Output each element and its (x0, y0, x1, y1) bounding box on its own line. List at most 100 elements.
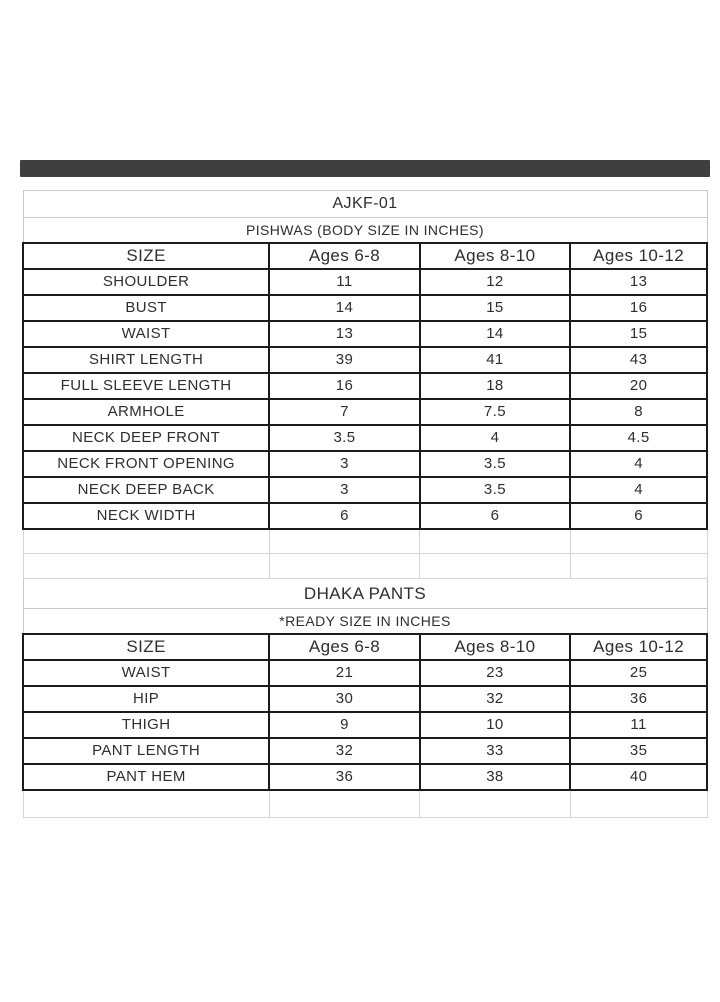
measure-label-cell: NECK DEEP BACK (21, 475, 271, 504)
measure-value-cell: 7.5 (418, 397, 572, 426)
spacer-cell (22, 528, 270, 554)
measure-label-cell: THIGH (21, 710, 271, 739)
bottom-gap (22, 789, 708, 818)
measure-value-cell: 21 (268, 658, 421, 687)
measure-label-cell: HIP (21, 684, 271, 713)
measure-value-cell: 18 (418, 371, 572, 400)
pishwas-subtitle: PISHWAS (BODY SIZE IN INCHES) (22, 217, 708, 243)
table-row: ARMHOLE 7 7.5 8 (21, 397, 708, 426)
spacer-row (22, 789, 708, 818)
spacer-cell (22, 789, 270, 818)
measure-value-cell: 8 (569, 397, 708, 426)
measure-value-cell: 36 (569, 684, 708, 713)
table-row: WAIST 13 14 15 (21, 319, 708, 348)
spacer-cell (22, 553, 270, 579)
measure-value-cell: 41 (418, 345, 572, 374)
measure-label-cell: SHIRT LENGTH (21, 345, 271, 374)
measure-value-cell: 13 (268, 319, 421, 348)
measure-value-cell: 25 (569, 658, 708, 687)
top-divider-bar (20, 160, 710, 177)
measure-label-cell: PANT LENGTH (21, 736, 271, 765)
column-header-ages-8-10: Ages 8-10 (418, 241, 572, 270)
measure-value-cell: 36 (268, 762, 421, 791)
measure-value-cell: 3.5 (268, 423, 421, 452)
column-header-ages-10-12: Ages 10-12 (569, 632, 708, 661)
measure-value-cell: 30 (268, 684, 421, 713)
spacer-cell (569, 553, 708, 579)
measure-value-cell: 4.5 (569, 423, 708, 452)
measure-value-cell: 32 (268, 736, 421, 765)
dhaka-header-row: SIZE Ages 6-8 Ages 8-10 Ages 10-12 (21, 632, 708, 661)
measure-value-cell: 40 (569, 762, 708, 791)
measure-label-cell: PANT HEM (21, 762, 271, 791)
measure-label-cell: SHOULDER (21, 267, 271, 296)
table-row: SHIRT LENGTH 39 41 43 (21, 345, 708, 374)
dhaka-subtitle: *READY SIZE IN INCHES (22, 608, 708, 634)
measure-value-cell: 20 (569, 371, 708, 400)
spacer-row (22, 553, 708, 579)
measure-label-cell: WAIST (21, 319, 271, 348)
spacer-cell (419, 553, 571, 579)
measure-value-cell: 15 (418, 293, 572, 322)
table-row: NECK DEEP BACK 3 3.5 4 (21, 475, 708, 504)
section-gap (22, 528, 708, 579)
measure-value-cell: 6 (418, 501, 572, 530)
measure-value-cell: 35 (569, 736, 708, 765)
measure-value-cell: 3 (268, 475, 421, 504)
size-chart-table: AJKF-01 PISHWAS (BODY SIZE IN INCHES) SI… (21, 190, 708, 818)
pishwas-subtitle-row: PISHWAS (BODY SIZE IN INCHES) (22, 217, 708, 243)
column-header-ages-10-12: Ages 10-12 (569, 241, 708, 270)
measure-value-cell: 11 (268, 267, 421, 296)
measure-value-cell: 4 (569, 449, 708, 478)
measure-value-cell: 3 (268, 449, 421, 478)
table-row: SHOULDER 11 12 13 (21, 267, 708, 296)
measure-label-cell: ARMHOLE (21, 397, 271, 426)
column-header-ages-8-10: Ages 8-10 (418, 632, 572, 661)
dhaka-table-body: SIZE Ages 6-8 Ages 8-10 Ages 10-12 WAIST… (21, 632, 708, 791)
dhaka-caption-group: DHAKA PANTS *READY SIZE IN INCHES (22, 578, 708, 634)
measure-value-cell: 13 (569, 267, 708, 296)
dhaka-title-row: DHAKA PANTS (22, 578, 708, 609)
table-row: FULL SLEEVE LENGTH 16 18 20 (21, 371, 708, 400)
pishwas-table-body: SIZE Ages 6-8 Ages 8-10 Ages 10-12 SHOUL… (21, 241, 708, 530)
table-row: PANT LENGTH 32 33 35 (21, 736, 708, 765)
measure-value-cell: 7 (268, 397, 421, 426)
measure-value-cell: 10 (418, 710, 572, 739)
pishwas-header-row: SIZE Ages 6-8 Ages 8-10 Ages 10-12 (21, 241, 708, 270)
pishwas-caption-group: AJKF-01 PISHWAS (BODY SIZE IN INCHES) (22, 190, 708, 243)
measure-label-cell: NECK WIDTH (21, 501, 271, 530)
spacer-cell (569, 789, 708, 818)
table-row: THIGH 9 10 11 (21, 710, 708, 739)
measure-value-cell: 9 (268, 710, 421, 739)
measure-value-cell: 38 (418, 762, 572, 791)
measure-value-cell: 3.5 (418, 449, 572, 478)
measure-value-cell: 33 (418, 736, 572, 765)
measure-value-cell: 3.5 (418, 475, 572, 504)
measure-label-cell: NECK FRONT OPENING (21, 449, 271, 478)
measure-value-cell: 14 (418, 319, 572, 348)
spacer-row (22, 528, 708, 554)
measure-value-cell: 43 (569, 345, 708, 374)
table-row: NECK FRONT OPENING 3 3.5 4 (21, 449, 708, 478)
column-header-ages-6-8: Ages 6-8 (268, 241, 421, 270)
dhaka-subtitle-row: *READY SIZE IN INCHES (22, 608, 708, 634)
spacer-cell (569, 528, 708, 554)
measure-value-cell: 15 (569, 319, 708, 348)
column-header-size: SIZE (21, 241, 271, 270)
dhaka-title: DHAKA PANTS (22, 578, 708, 609)
measure-value-cell: 16 (268, 371, 421, 400)
measure-label-cell: FULL SLEEVE LENGTH (21, 371, 271, 400)
spacer-cell (268, 553, 421, 579)
measure-value-cell: 32 (418, 684, 572, 713)
table-row: PANT HEM 36 38 40 (21, 762, 708, 791)
table-row: NECK WIDTH 6 6 6 (21, 501, 708, 530)
measure-label-cell: WAIST (21, 658, 271, 687)
measure-value-cell: 6 (569, 501, 708, 530)
table-row: HIP 30 32 36 (21, 684, 708, 713)
measure-label-cell: BUST (21, 293, 271, 322)
spacer-cell (268, 789, 421, 818)
product-code: AJKF-01 (22, 190, 708, 218)
measure-value-cell: 4 (569, 475, 708, 504)
spacer-cell (419, 789, 571, 818)
